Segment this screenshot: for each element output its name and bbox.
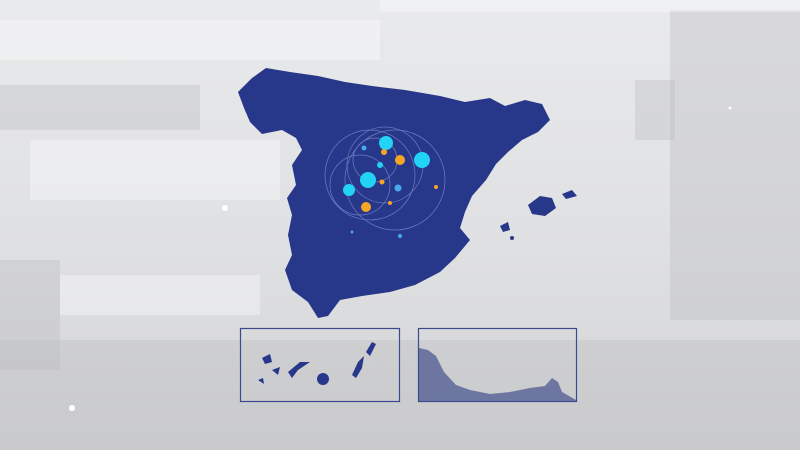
inset-north-africa xyxy=(417,327,578,403)
point-orange xyxy=(395,155,405,165)
canary-islands xyxy=(258,342,376,385)
bg-band xyxy=(635,80,675,140)
point-orange xyxy=(388,201,392,205)
point-orange xyxy=(434,185,438,189)
point-cyan xyxy=(394,184,402,192)
bg-band xyxy=(60,275,260,315)
point-orange xyxy=(379,179,385,185)
point-cyan xyxy=(350,230,354,234)
point-cyan xyxy=(398,234,402,238)
point-cyan xyxy=(343,184,355,196)
mainland-spain xyxy=(238,68,550,318)
point-cyan xyxy=(377,162,383,168)
bg-band xyxy=(30,140,280,200)
menorca xyxy=(562,190,577,199)
mallorca xyxy=(528,196,556,216)
bg-band xyxy=(0,85,200,130)
inset-canary-islands xyxy=(239,327,401,403)
point-cyan xyxy=(361,145,367,151)
point-orange xyxy=(361,202,371,212)
data-points xyxy=(343,136,438,238)
point-cyan xyxy=(414,152,430,168)
point-cyan xyxy=(379,136,393,150)
bg-band xyxy=(670,10,800,320)
bg-band xyxy=(0,20,380,60)
point-cyan xyxy=(360,172,376,188)
bg-band xyxy=(380,0,800,12)
ibiza xyxy=(500,222,510,232)
ibiza-small xyxy=(510,236,514,240)
point-orange xyxy=(381,149,387,155)
bg-band xyxy=(0,260,60,370)
sparkles xyxy=(69,106,732,411)
north-africa-coast xyxy=(419,348,576,401)
